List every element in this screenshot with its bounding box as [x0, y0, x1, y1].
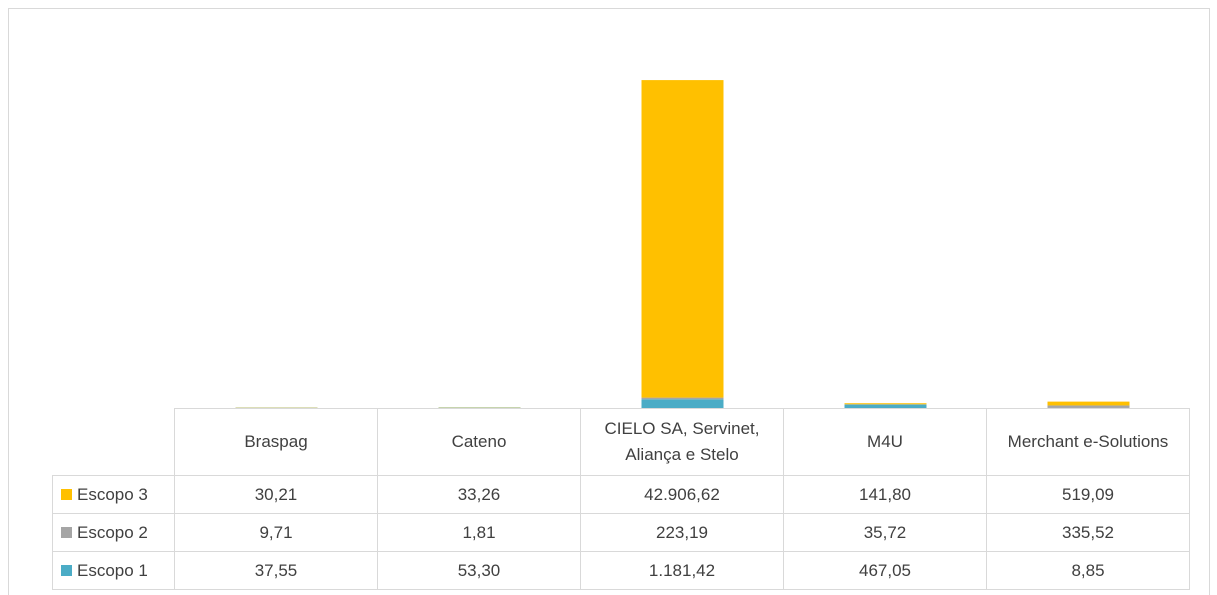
- bar-segment: [641, 397, 724, 400]
- category-label: Braspag: [244, 432, 308, 451]
- legend-key: [61, 526, 72, 538]
- value-cell: 335,52: [986, 513, 1190, 552]
- table-row: Escopo 2 9,71 1,81 223,19 35,72 335,52: [52, 513, 1190, 552]
- category-label: CIELO SA, Servinet, Aliança e Stelo: [604, 419, 760, 464]
- legend-label: Escopo 1: [77, 560, 148, 580]
- table-header-row: Braspag Cateno CIELO SA, Servinet, Aliança…: [52, 408, 1190, 476]
- bar-segment: [641, 399, 724, 408]
- value-cell: 33,26: [377, 475, 581, 514]
- value-cell: 519,09: [986, 475, 1190, 514]
- category-cell: M4U: [783, 408, 987, 476]
- bar-segment: [844, 403, 927, 405]
- category-cell: CIELO SA, Servinet, Aliança e Stelo: [580, 408, 784, 476]
- value-cell: 1,81: [377, 513, 581, 552]
- data-table: Braspag Cateno CIELO SA, Servinet, Aliança…: [52, 408, 1190, 590]
- bar-segment: [1047, 401, 1130, 406]
- bar-segment: [844, 404, 927, 408]
- value-cell: 1.181,42: [580, 551, 784, 590]
- value-cell: 9,71: [174, 513, 378, 552]
- value-cell: 37,55: [174, 551, 378, 590]
- legend-cell: Escopo 3: [52, 475, 175, 514]
- category-cell: Cateno: [377, 408, 581, 476]
- value-cell: 223,19: [580, 513, 784, 552]
- category-label: M4U: [867, 432, 903, 451]
- value-cell: 35,72: [783, 513, 987, 552]
- value-cell: 8,85: [986, 551, 1190, 590]
- value-cell: 141,80: [783, 475, 987, 514]
- value-cell: 53,30: [377, 551, 581, 590]
- category-cell: Braspag: [174, 408, 378, 476]
- legend-key: [61, 488, 72, 500]
- legend-key: [61, 564, 72, 576]
- legend-cell: Escopo 2: [52, 513, 175, 552]
- legend-label: Escopo 2: [77, 522, 148, 542]
- legend-label: Escopo 3: [77, 484, 148, 504]
- table-row: Escopo 1 37,55 53,30 1.181,42 467,05 8,85: [52, 551, 1190, 590]
- value-cell: 42.906,62: [580, 475, 784, 514]
- bar-segment: [641, 80, 724, 398]
- value-cell: 467,05: [783, 551, 987, 590]
- bar-segment: [1047, 405, 1130, 408]
- table-corner: [52, 408, 175, 476]
- category-cell: Merchant e-Solutions: [986, 408, 1190, 476]
- category-label: Cateno: [451, 432, 507, 451]
- value-cell: 30,21: [174, 475, 378, 514]
- table-row: Escopo 3 30,21 33,26 42.906,62 141,80 519,09: [52, 475, 1190, 514]
- category-label: Merchant e-Solutions: [1007, 432, 1169, 451]
- legend-cell: Escopo 1: [52, 551, 175, 590]
- chart-frame: [8, 8, 1210, 595]
